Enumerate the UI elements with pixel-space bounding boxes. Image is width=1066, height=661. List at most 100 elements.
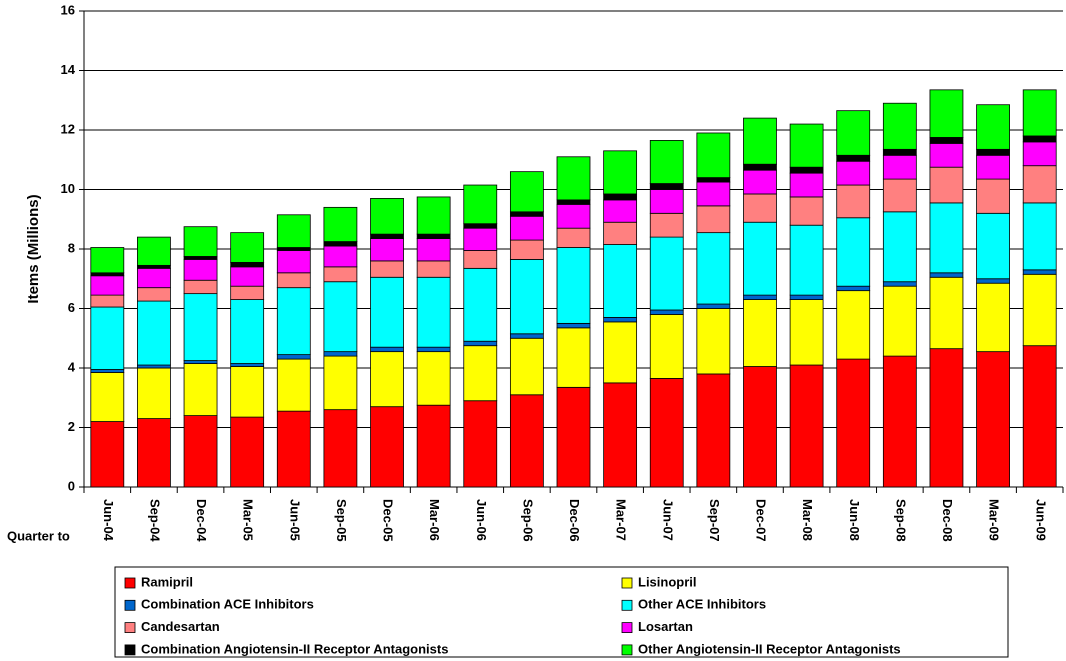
bar-segment xyxy=(137,264,171,269)
bar-segment xyxy=(603,382,638,488)
y-tick-label: 6 xyxy=(68,300,75,315)
x-tick-label: Sep-06 xyxy=(520,499,535,542)
legend-label: Candesartan xyxy=(141,619,220,634)
bar-segment xyxy=(509,171,544,213)
bar-segment xyxy=(463,345,498,402)
bar-segment xyxy=(836,110,871,156)
bar-segment xyxy=(556,203,591,229)
bar-segment xyxy=(976,148,1010,156)
bar-segment xyxy=(556,327,591,388)
bar-segment xyxy=(416,351,451,406)
y-tick-label: 12 xyxy=(61,121,75,136)
bar-segment xyxy=(789,123,824,168)
bar-segment xyxy=(416,196,451,235)
bar-segment xyxy=(929,166,964,204)
bar-segment xyxy=(230,299,265,364)
bar-segment xyxy=(90,272,125,277)
legend-swatch xyxy=(124,577,136,589)
legend-swatch xyxy=(124,644,136,656)
x-tick-label: Jun-04 xyxy=(101,499,116,542)
legend-label: Other ACE Inhibitors xyxy=(638,597,766,612)
bar-segment xyxy=(696,177,731,183)
x-tick-label: Sep-08 xyxy=(893,499,908,542)
bar-segment xyxy=(323,266,358,283)
bar-segment xyxy=(556,199,591,205)
bar-segment xyxy=(743,366,777,488)
bar-segment xyxy=(649,309,684,315)
legend-swatch xyxy=(124,622,136,633)
bar-segment xyxy=(1022,135,1057,143)
bar-segment xyxy=(696,303,731,309)
bar-segment xyxy=(696,181,731,207)
bar-segment xyxy=(1022,89,1057,137)
bar-segment xyxy=(323,245,358,268)
bar-segment xyxy=(1022,165,1057,204)
bar-segment xyxy=(370,406,404,488)
bar-segment xyxy=(90,421,125,488)
bar-segment xyxy=(836,217,871,287)
bar-segment xyxy=(929,272,964,278)
bar-segment xyxy=(463,227,498,251)
bar-segment xyxy=(743,299,777,367)
bar-segment xyxy=(276,287,311,356)
bar-segment xyxy=(556,386,591,488)
bar-segment xyxy=(976,282,1010,353)
bar-segment xyxy=(556,247,591,324)
bar-segment xyxy=(90,369,125,373)
bar-segment xyxy=(463,400,498,488)
x-tick-label: Mar-06 xyxy=(427,499,442,541)
bar-segment xyxy=(230,285,265,300)
bar-segment xyxy=(416,404,451,488)
x-tick-label: Mar-09 xyxy=(987,499,1002,541)
bar-segment xyxy=(882,285,917,357)
bar-segment xyxy=(230,416,265,488)
x-tick-label: Mar-08 xyxy=(800,499,815,541)
bar-segment xyxy=(929,348,964,488)
bar-segment xyxy=(230,261,265,268)
bar-segment xyxy=(183,363,218,417)
y-axis-label: Items (Millions) xyxy=(25,194,42,303)
bar-segment xyxy=(276,247,311,251)
bar-segment xyxy=(649,378,684,488)
x-tick-label: Sep-04 xyxy=(147,499,162,542)
bar-segment xyxy=(416,346,451,353)
x-tick-label: Dec-05 xyxy=(381,499,396,542)
bar-segment xyxy=(509,215,544,241)
bar-segment xyxy=(323,241,358,247)
bar-segment xyxy=(929,142,964,168)
x-tick-label: Dec-08 xyxy=(940,499,955,542)
bar-segment xyxy=(323,281,358,353)
bar-segment xyxy=(789,196,824,226)
bar-segment xyxy=(416,260,451,278)
y-tick-label: 2 xyxy=(68,419,75,434)
x-tick-label: Jun-08 xyxy=(847,499,862,541)
bar-segment xyxy=(370,351,404,408)
bar-segment xyxy=(836,290,871,360)
legend-label: Other Angiotensin-II Receptor Antagonist… xyxy=(638,641,901,656)
bar-segment xyxy=(509,337,544,396)
bar-segment xyxy=(882,211,917,283)
bar-segment xyxy=(696,373,731,488)
y-tick-label: 4 xyxy=(68,359,76,374)
bar-segment xyxy=(743,163,777,171)
bar-segment xyxy=(1022,273,1057,347)
legend-label: Combination Angiotensin-II Receptor Anta… xyxy=(141,641,448,656)
bar-segment xyxy=(789,224,824,296)
x-tick-label: Mar-05 xyxy=(241,499,256,541)
bar-segment xyxy=(696,132,731,179)
bar-segment xyxy=(90,372,125,422)
bar-segment xyxy=(649,183,684,190)
bar-segment xyxy=(463,340,498,347)
bar-segment xyxy=(370,346,404,353)
bar-segment xyxy=(1022,345,1057,488)
x-tick-label: Dec-04 xyxy=(194,499,209,542)
bar-segment xyxy=(882,178,917,213)
bar-segment xyxy=(882,281,917,287)
bar-segment xyxy=(929,202,964,274)
bar-segment xyxy=(649,314,684,379)
bar-segment xyxy=(836,184,871,219)
bar-segment xyxy=(183,259,218,281)
bar-segment xyxy=(90,275,125,296)
bar-segment xyxy=(276,354,311,360)
